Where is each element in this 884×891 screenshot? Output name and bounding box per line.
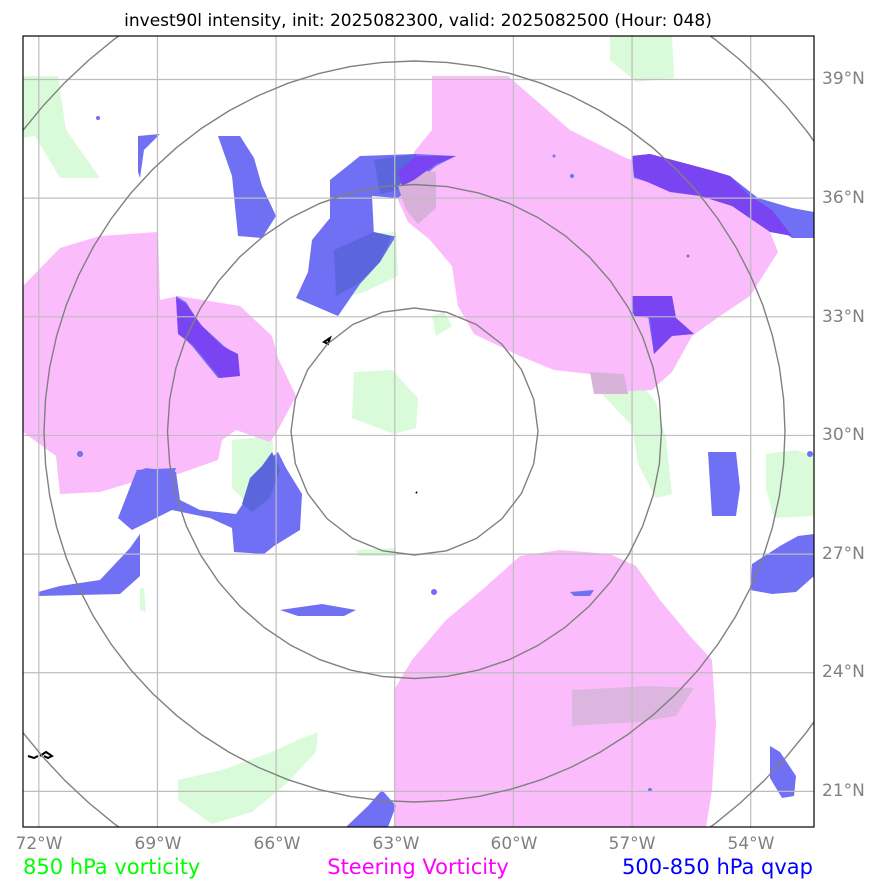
strong-qvap-layer: [176, 154, 792, 378]
lat-label-27n: 27°N: [822, 544, 865, 564]
lat-label-30n: 30°N: [822, 425, 865, 445]
steering-vorticity-layer: [23, 76, 778, 827]
chart-title: invest90l intensity, init: 2025082300, v…: [124, 11, 712, 31]
lat-label-39n: 39°N: [822, 69, 865, 89]
lon-label-57w: 57°W: [609, 834, 656, 854]
map-frame: [22, 35, 815, 828]
coastline-bermuda: [27, 335, 418, 760]
lon-label-72w: 72°W: [16, 834, 63, 854]
legend-steering-vorticity: Steering Vorticity: [327, 855, 509, 879]
overlap-layer: [242, 154, 694, 726]
lon-label-66w: 66°W: [254, 834, 301, 854]
lat-axis-labels: 39°N 36°N 33°N 30°N 27°N 24°N 21°N: [822, 69, 865, 801]
lon-axis-labels: 72°W 69°W 66°W 63°W 60°W 57°W 54°W: [16, 834, 775, 854]
legend-850-vorticity: 850 hPa vorticity: [23, 855, 200, 879]
lon-label-54w: 54°W: [728, 834, 775, 854]
range-ring-2: [166, 183, 663, 680]
lat-lon-grid: [23, 36, 814, 827]
legend: 850 hPa vorticity Steering Vorticity 500…: [23, 855, 813, 879]
range-ring-1: [290, 307, 539, 556]
lat-label-33n: 33°N: [822, 307, 865, 327]
range-ring-3: [43, 60, 786, 803]
legend-qvap: 500-850 hPa qvap: [622, 855, 813, 879]
lon-label-63w: 63°W: [373, 834, 420, 854]
lat-label-36n: 36°N: [822, 188, 865, 208]
lon-label-60w: 60°W: [491, 834, 538, 854]
lat-label-24n: 24°N: [822, 662, 865, 682]
lon-label-69w: 69°W: [135, 834, 182, 854]
lat-label-21n: 21°N: [822, 781, 865, 801]
